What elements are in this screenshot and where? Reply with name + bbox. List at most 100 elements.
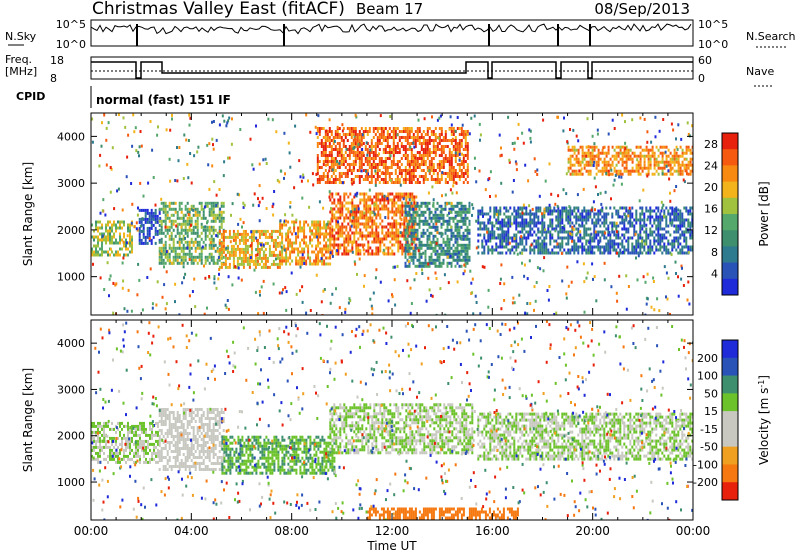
velocity-colorbar-cell (722, 482, 738, 501)
velocity-ylabel: Slant Range [km] (21, 368, 35, 472)
power-colorbar-cell (722, 230, 738, 247)
power-colorbar-cell (722, 278, 738, 296)
power-colorbar-cell (722, 149, 738, 166)
velocity-colorbar-tick: 200 (697, 352, 718, 365)
velocity-ytick-label: 3000 (57, 383, 85, 396)
power-colorbar-cell (722, 181, 738, 199)
time-tick-label: 04:00 (174, 524, 209, 538)
velocity-heatmap (91, 320, 693, 520)
velocity-axes: 1000 2000 3000 4000 (57, 320, 694, 520)
velocity-band (158, 408, 225, 471)
nsky-label: N.Sky (5, 30, 37, 43)
nave-tick-bottom: 0 (698, 72, 705, 85)
velocity-colorbar-cell (722, 464, 738, 483)
nave-label: Nave (746, 65, 774, 78)
velocity-band (477, 412, 693, 461)
power-panel-frame (90, 112, 694, 316)
power-band (279, 220, 332, 266)
power-colorbar-cell (722, 133, 738, 150)
velocity-ytick-label: 2000 (57, 430, 85, 443)
nsearch-tick-top: 10^5 (698, 18, 728, 31)
time-tick-label: 20:00 (575, 524, 610, 538)
nsky-panel-frame (90, 19, 694, 47)
nsearch-label: N.Search (746, 30, 796, 43)
nsky-tick-bottom: 10^0 (56, 38, 86, 51)
velocity-ytick-label: 1000 (57, 476, 85, 489)
velocity-colorbar-cell (722, 446, 738, 465)
power-band (138, 208, 161, 245)
power-band (329, 192, 418, 256)
power-ytick-label: 1000 (57, 271, 85, 284)
beam-label: Beam 17 (356, 0, 423, 18)
velocity-colorbar-cell (722, 411, 738, 430)
freq-trace (91, 61, 693, 79)
power-noise (91, 113, 693, 315)
velocity-colorbar: 200 100 50 15 -15 -50 -100 -200 (693, 339, 739, 501)
power-band (158, 201, 225, 265)
velocity-colorbar-label: Velocity [m s-1] (757, 375, 771, 465)
velocity-colorbar-tick: -15 (700, 423, 718, 436)
time-axis: 00:00 04:00 08:00 12:00 16:00 20:00 00:00 (74, 524, 711, 538)
velocity-noise (91, 320, 693, 520)
nsky-tick-top: 10^5 (56, 18, 86, 31)
velocity-colorbar-cell (722, 375, 738, 394)
nsearch-tick-bottom: 10^0 (698, 38, 728, 51)
velocity-colorbar-tick: 15 (704, 405, 718, 418)
station-title: Christmas Valley East (fitACF) (92, 0, 345, 19)
freq-tick-top: 18 (50, 54, 64, 67)
power-band (567, 145, 693, 176)
power-ytick-label: 2000 (57, 224, 85, 237)
power-colorbar-tick: 8 (711, 246, 718, 259)
power-colorbar-tick: 12 (704, 224, 718, 237)
time-axis-label: Time UT (366, 539, 417, 553)
time-tick-label: 00:00 (74, 524, 109, 538)
power-colorbar-label: Power [dB] (757, 181, 771, 246)
velocity-band (221, 435, 336, 475)
freq-label-1: Freq. (5, 53, 32, 66)
velocity-colorbar-tick: -100 (693, 458, 718, 471)
power-colorbar-frame (721, 132, 739, 296)
date-label: 08/Sep/2013 (594, 0, 690, 18)
cpid-value: normal (fast) 151 IF (96, 93, 231, 107)
power-band (91, 220, 133, 257)
freq-panel-frame (90, 56, 694, 80)
power-colorbar-cell (722, 165, 738, 183)
velocity-colorbar-tick: 50 (704, 387, 718, 400)
time-tick-label: 12:00 (375, 524, 410, 538)
power-band (316, 127, 469, 184)
velocity-colorbar-cell (722, 340, 738, 359)
nave-tick-top: 60 (698, 54, 712, 67)
nsky-line (90, 23, 692, 35)
power-colorbar: 4 8 12 16 20 24 28 (704, 132, 739, 296)
time-tick-label: 08:00 (274, 524, 309, 538)
power-colorbar-tick: 28 (704, 138, 718, 151)
nsky-trace (90, 23, 692, 46)
velocity-colorbar-cell (722, 357, 738, 377)
power-colorbar-tick: 20 (704, 181, 718, 194)
power-ylabel: Slant Range [km] (21, 162, 35, 266)
time-tick-label: 00:00 (676, 524, 711, 538)
freq-line (91, 61, 693, 79)
freq-tick-bottom: 8 (50, 72, 57, 85)
power-band (477, 206, 693, 255)
power-ytick-label: 3000 (57, 177, 85, 190)
power-colorbar-cell (722, 262, 738, 280)
power-ytick-label: 4000 (57, 130, 85, 143)
velocity-colorbar-frame (721, 339, 739, 501)
cpid-label: CPID (16, 90, 45, 103)
power-band (404, 201, 471, 268)
power-heatmap (91, 113, 693, 315)
freq-label-2: [MHz] (5, 65, 37, 78)
velocity-colorbar-tick: 100 (697, 370, 718, 383)
power-colorbar-cell (722, 197, 738, 215)
power-axes: 1000 2000 3000 4000 (57, 113, 694, 315)
velocity-ytick-label: 4000 (57, 337, 85, 350)
time-tick-label: 16:00 (475, 524, 510, 538)
power-colorbar-tick: 16 (704, 203, 718, 216)
velocity-colorbar-tick: -50 (700, 441, 718, 454)
power-colorbar-tick: 4 (711, 267, 718, 280)
velocity-colorbar-cell (722, 393, 738, 412)
power-colorbar-tick: 24 (704, 159, 718, 172)
velocity-colorbar-tick: -200 (693, 476, 718, 489)
